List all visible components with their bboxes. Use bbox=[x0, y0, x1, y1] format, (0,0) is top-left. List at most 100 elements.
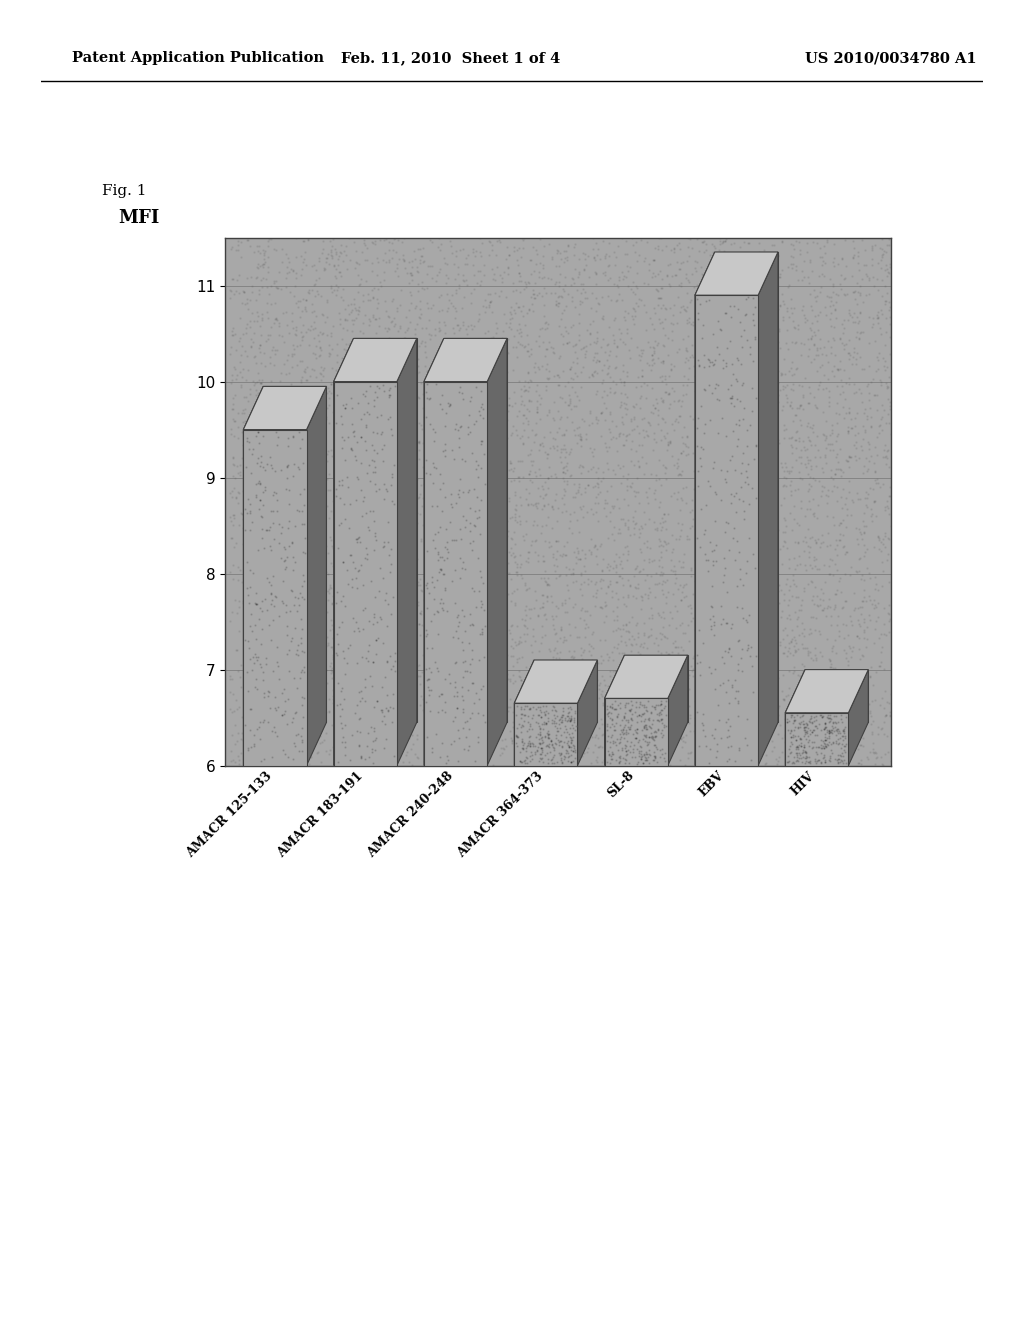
Point bbox=[611, 733, 628, 754]
Point bbox=[258, 500, 274, 521]
Point bbox=[648, 469, 665, 490]
Point bbox=[385, 525, 401, 546]
Point bbox=[781, 576, 798, 597]
Point bbox=[819, 727, 836, 748]
Point bbox=[368, 644, 384, 665]
Point bbox=[380, 397, 396, 418]
Point bbox=[785, 705, 802, 726]
Point bbox=[353, 487, 370, 508]
Point bbox=[594, 714, 610, 735]
Point bbox=[825, 234, 842, 255]
Point bbox=[651, 702, 668, 723]
Point bbox=[651, 694, 668, 715]
Point bbox=[697, 743, 714, 764]
Point bbox=[270, 411, 287, 432]
Point bbox=[260, 235, 276, 256]
Point bbox=[748, 486, 764, 507]
Point bbox=[293, 372, 309, 393]
Point bbox=[592, 570, 608, 591]
Point bbox=[244, 511, 260, 532]
Point bbox=[872, 718, 889, 739]
Point bbox=[227, 323, 244, 345]
Point bbox=[288, 292, 304, 313]
Point bbox=[686, 257, 702, 279]
Point bbox=[238, 457, 254, 478]
Point bbox=[507, 392, 523, 413]
Point bbox=[472, 391, 488, 412]
Point bbox=[853, 754, 869, 775]
Point bbox=[561, 503, 578, 524]
Point bbox=[735, 343, 752, 364]
Point bbox=[802, 430, 818, 451]
Point bbox=[355, 619, 372, 640]
Point bbox=[325, 644, 341, 665]
Point bbox=[738, 734, 755, 755]
Point bbox=[229, 269, 246, 290]
Point bbox=[812, 446, 828, 467]
Point bbox=[284, 714, 300, 735]
Point bbox=[346, 704, 362, 725]
Point bbox=[617, 744, 634, 766]
Point bbox=[463, 385, 479, 407]
Point bbox=[636, 661, 652, 682]
Point bbox=[667, 595, 683, 616]
Point bbox=[300, 230, 316, 251]
Point bbox=[557, 455, 573, 477]
Point bbox=[819, 722, 836, 743]
Point bbox=[844, 640, 860, 661]
Point bbox=[527, 496, 544, 517]
Point bbox=[581, 685, 597, 706]
Point bbox=[245, 645, 261, 667]
Point bbox=[676, 298, 692, 319]
Point bbox=[481, 528, 498, 549]
Point bbox=[289, 623, 305, 644]
Point bbox=[335, 729, 351, 750]
Point bbox=[237, 426, 253, 447]
Point bbox=[283, 408, 299, 429]
Point bbox=[436, 536, 453, 557]
Point bbox=[278, 544, 294, 565]
Point bbox=[655, 663, 672, 684]
Point bbox=[378, 729, 394, 750]
Point bbox=[281, 428, 297, 449]
Point bbox=[509, 346, 525, 367]
Point bbox=[864, 317, 881, 338]
Point bbox=[242, 615, 258, 636]
Point bbox=[370, 252, 386, 273]
Point bbox=[465, 744, 481, 766]
Point bbox=[338, 453, 354, 474]
Point bbox=[338, 478, 354, 499]
Point bbox=[720, 737, 736, 758]
Point bbox=[490, 389, 507, 411]
Point bbox=[371, 462, 387, 483]
Point bbox=[362, 657, 379, 678]
Point bbox=[349, 616, 366, 638]
Point bbox=[683, 515, 699, 536]
Point bbox=[383, 475, 399, 496]
Point bbox=[828, 560, 845, 581]
Point bbox=[292, 306, 308, 327]
Point bbox=[681, 246, 697, 267]
Point bbox=[494, 479, 510, 500]
Point bbox=[607, 381, 624, 403]
Point bbox=[791, 587, 807, 609]
Point bbox=[282, 697, 298, 718]
Point bbox=[675, 552, 691, 573]
Point bbox=[802, 450, 818, 471]
Point bbox=[286, 594, 302, 615]
Point bbox=[346, 535, 362, 556]
Point bbox=[883, 248, 899, 269]
Point bbox=[817, 730, 834, 751]
Point bbox=[813, 705, 829, 726]
Point bbox=[595, 462, 611, 483]
Point bbox=[611, 692, 628, 713]
Point bbox=[552, 264, 568, 285]
Point bbox=[750, 694, 766, 715]
Point bbox=[361, 470, 378, 491]
Point bbox=[487, 473, 504, 494]
Point bbox=[616, 714, 633, 735]
Point bbox=[283, 649, 299, 671]
Point bbox=[838, 704, 854, 725]
Point bbox=[239, 546, 255, 568]
Point bbox=[594, 308, 610, 329]
